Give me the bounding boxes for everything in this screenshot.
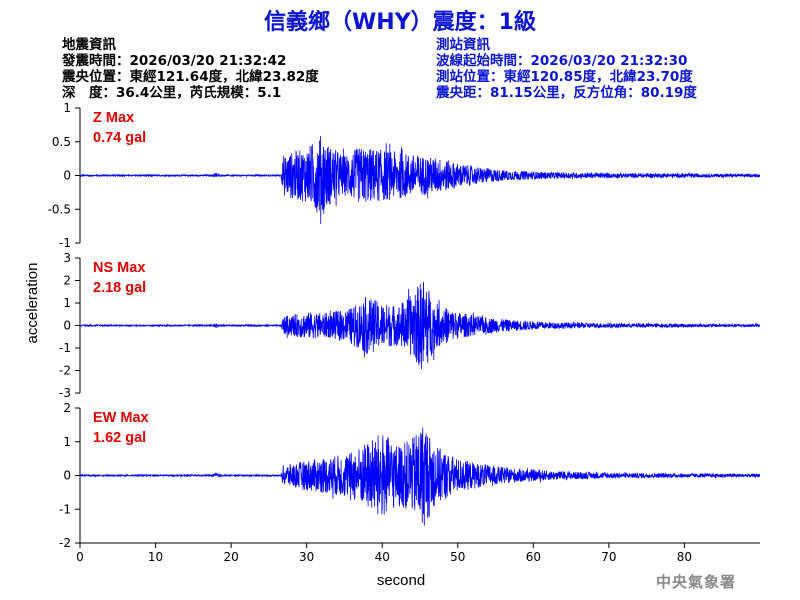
max-value-ns: 2.18 gal <box>93 280 146 296</box>
agency-credit: 中央氣象署 <box>656 573 737 591</box>
y-tick-label: 1 <box>63 296 71 310</box>
depth-magnitude: 深 度：36.4公里，芮氏規模：5.1 <box>62 85 282 101</box>
y-tick-label: 0.5 <box>52 135 71 149</box>
y-tick-label: -2 <box>59 364 71 378</box>
earthquake-info-heading: 地震資訊 <box>62 37 116 53</box>
x-tick-label: 40 <box>375 550 390 564</box>
y-tick-label: 2 <box>63 401 71 415</box>
station-info: 測站資訊 波線起始時間：2026/03/20 21:32:30 測站位置：東經1… <box>436 37 697 101</box>
y-tick-label: -3 <box>59 386 71 400</box>
y-tick-label: 1 <box>63 101 71 115</box>
station-location: 測站位置：東經120.85度，北緯23.70度 <box>436 69 693 85</box>
origin-time: 發震時間：2026/03/20 21:32:42 <box>62 53 287 69</box>
y-axis-label: acceleration <box>24 263 41 344</box>
x-tick-label: 10 <box>148 550 163 564</box>
earthquake-info: 地震資訊 發震時間：2026/03/20 21:32:42 震央位置：東經121… <box>62 37 319 101</box>
y-tick-label: -1 <box>59 341 71 355</box>
max-label-ew: EW Max <box>93 410 149 426</box>
y-tick-label: 0 <box>63 319 71 333</box>
y-tick-label: 1 <box>63 435 71 449</box>
max-label-z: Z Max <box>93 110 134 126</box>
x-tick-label: 50 <box>450 550 465 564</box>
y-tick-label: 3 <box>63 251 71 265</box>
epicenter-location: 震央位置：東經121.64度，北緯23.82度 <box>62 69 319 85</box>
max-label-ns: NS Max <box>93 260 145 276</box>
y-tick-label: -2 <box>59 536 71 550</box>
y-tick-label: -0.5 <box>48 202 71 216</box>
waveform-ew <box>79 427 761 526</box>
max-value-ew: 1.62 gal <box>93 430 146 446</box>
x-axis-label: second <box>377 572 425 589</box>
x-tick-label: 30 <box>299 550 314 564</box>
y-tick-label: -1 <box>59 236 71 250</box>
y-tick-label: 2 <box>63 274 71 288</box>
y-tick-label: 0 <box>63 469 71 483</box>
distance-azimuth: 震央距：81.15公里，反方位角：80.19度 <box>436 85 697 101</box>
station-info-heading: 測站資訊 <box>436 37 490 53</box>
y-tick-label: -1 <box>59 502 71 516</box>
chart-title: 信義鄉（WHY）震度：1級 <box>264 10 536 35</box>
x-tick-label: 0 <box>76 550 84 564</box>
x-tick-label: 80 <box>677 550 692 564</box>
x-tick-label: 70 <box>601 550 616 564</box>
waveform-z <box>79 136 761 225</box>
y-tick-label: 0 <box>63 169 71 183</box>
x-tick-label: 20 <box>223 550 238 564</box>
x-tick-label: 60 <box>526 550 541 564</box>
max-value-z: 0.74 gal <box>93 130 146 146</box>
waveform-ns <box>79 281 761 370</box>
wave-start-time: 波線起始時間：2026/03/20 21:32:30 <box>436 53 688 69</box>
